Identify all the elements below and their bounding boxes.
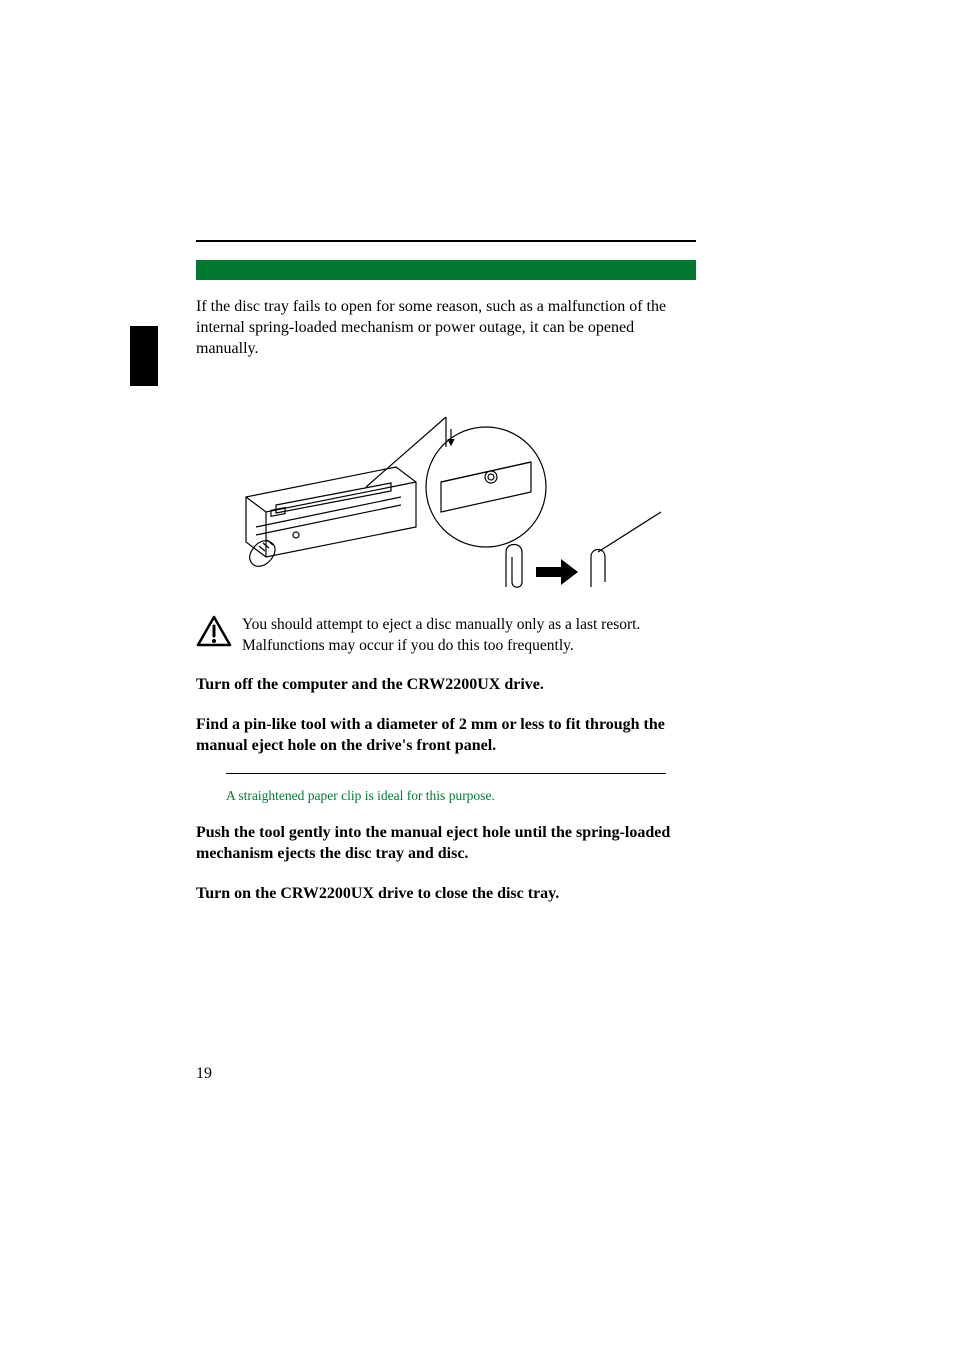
warning-icon xyxy=(196,615,232,647)
step-1: Turn off the computer and the CRW2200UX … xyxy=(196,674,696,696)
content-column: If the disc tray fails to open for some … xyxy=(196,240,696,920)
page-number: 19 xyxy=(196,1065,212,1083)
step-3: Push the tool gently into the manual eje… xyxy=(196,822,696,865)
note-rule xyxy=(226,773,666,774)
step-4: Turn on the CRW2200UX drive to close the… xyxy=(196,883,696,905)
warning-block: You should attempt to eject a disc manua… xyxy=(196,615,696,656)
warning-text: You should attempt to eject a disc manua… xyxy=(242,615,640,656)
page: If the disc tray fails to open for some … xyxy=(0,0,954,1351)
side-tab-marker xyxy=(130,326,158,386)
step-2: Find a pin-like tool with a diameter of … xyxy=(196,714,696,757)
warning-line-2: Malfunctions may occur if you do this to… xyxy=(242,637,574,654)
warning-line-1: You should attempt to eject a disc manua… xyxy=(242,616,640,633)
intro-paragraph: If the disc tray fails to open for some … xyxy=(196,296,696,359)
section-band xyxy=(196,260,696,280)
top-rule xyxy=(196,240,696,242)
eject-figure xyxy=(196,377,696,597)
note-text: A straightened paper clip is ideal for t… xyxy=(226,788,696,804)
